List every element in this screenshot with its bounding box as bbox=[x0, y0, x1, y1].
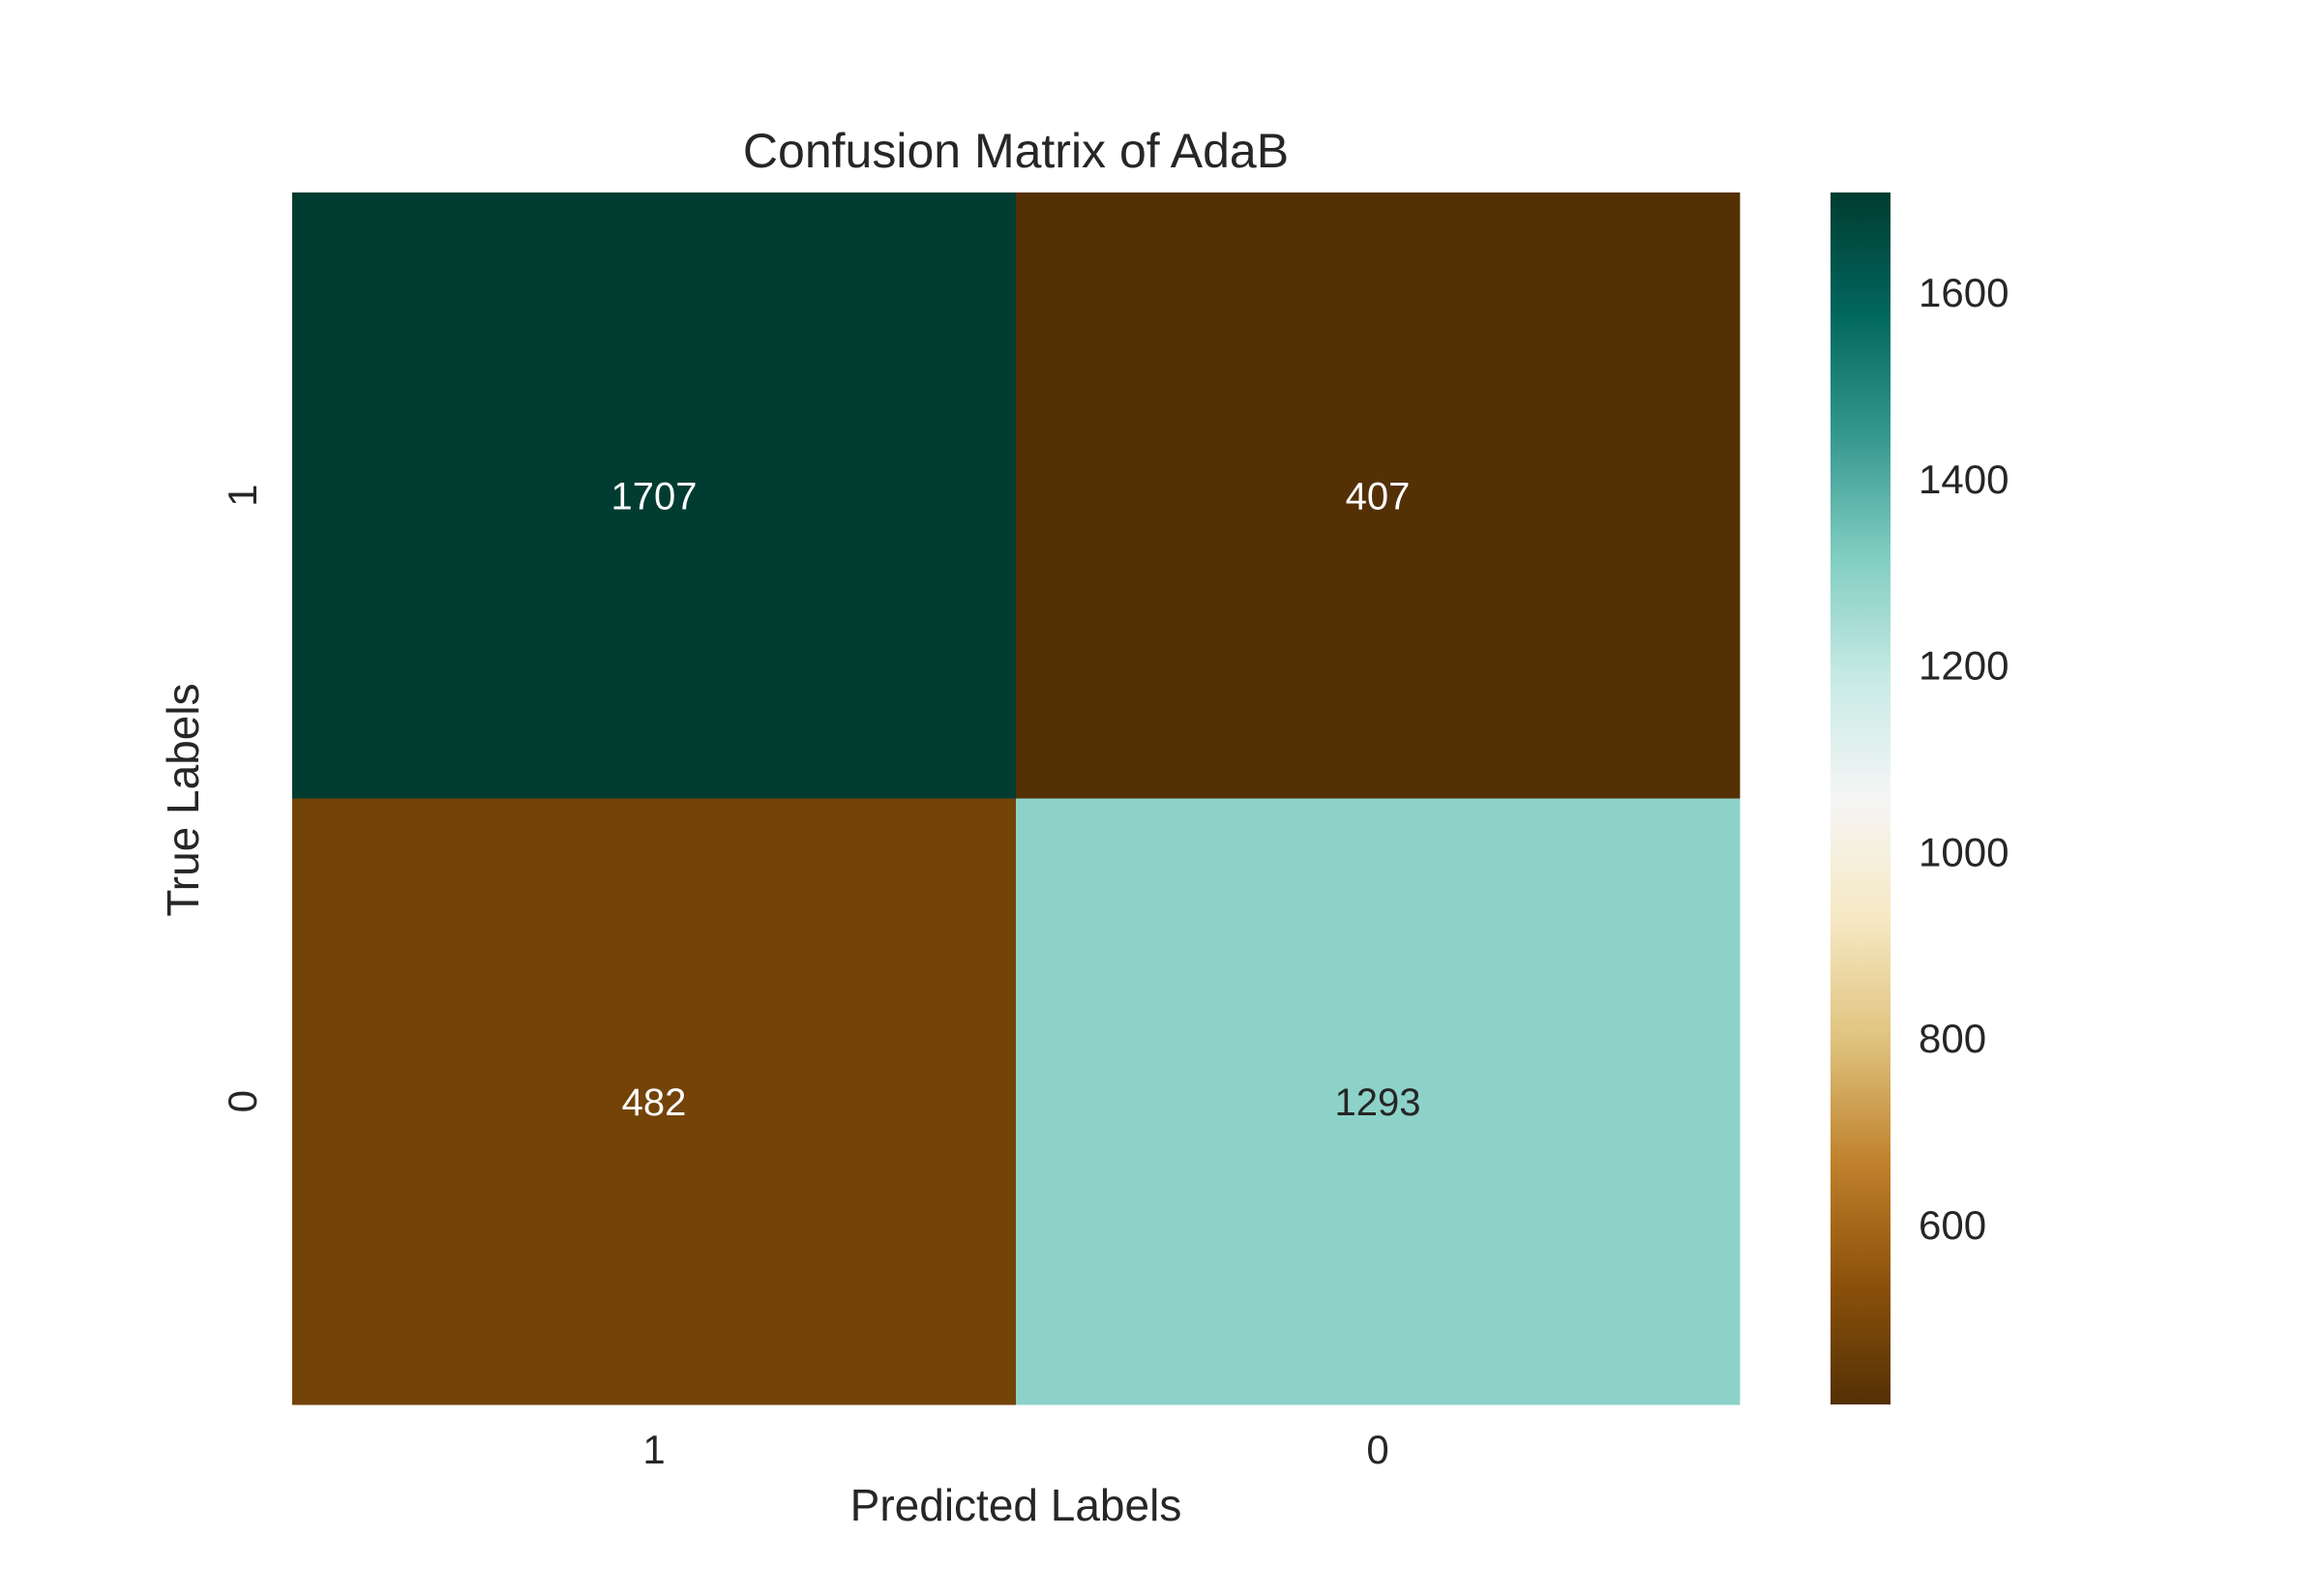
colorbar-tick-label: 1200 bbox=[1919, 643, 2009, 689]
colorbar-tick-label: 600 bbox=[1919, 1202, 1986, 1248]
cell-value-r1-c0: 482 bbox=[622, 1081, 687, 1124]
heatmap-cells bbox=[292, 192, 1741, 1405]
y-axis-label: True Labels bbox=[158, 683, 208, 916]
colorbar-tick-label: 800 bbox=[1919, 1016, 1986, 1061]
heatmap-cell-labels: 1707 407 482 1293 bbox=[611, 475, 1421, 1124]
cell-value-r0-c0: 1707 bbox=[611, 475, 698, 517]
y-tick-label: 1 bbox=[220, 485, 265, 507]
y-tick-labels: 10 bbox=[220, 485, 265, 1113]
heatmap-cell-r0-c0 bbox=[292, 192, 1017, 799]
colorbar-tick-labels: 600 800 1000 1200 1400 1600 bbox=[1919, 270, 2009, 1248]
x-tick-label: 1 bbox=[642, 1427, 665, 1472]
heatmap-cell-r1-c1 bbox=[1016, 798, 1741, 1405]
chart-title: Confusion Matrix of AdaB bbox=[743, 124, 1289, 178]
colorbar bbox=[1831, 192, 1890, 1404]
x-axis-label: Predicted Labels bbox=[850, 1480, 1182, 1530]
y-tick-label: 0 bbox=[220, 1090, 265, 1112]
colorbar-tick-label: 1600 bbox=[1919, 270, 2009, 315]
heatmap-cell-r0-c1 bbox=[1016, 192, 1741, 799]
colorbar-tick-label: 1400 bbox=[1919, 457, 2009, 502]
cell-value-r1-c1: 1293 bbox=[1335, 1081, 1421, 1124]
colorbar-tick-label: 1000 bbox=[1919, 829, 2009, 874]
cell-value-r0-c1: 407 bbox=[1346, 475, 1411, 517]
heatmap-cell-r1-c0 bbox=[292, 798, 1017, 1405]
x-tick-label: 0 bbox=[1366, 1427, 1388, 1472]
